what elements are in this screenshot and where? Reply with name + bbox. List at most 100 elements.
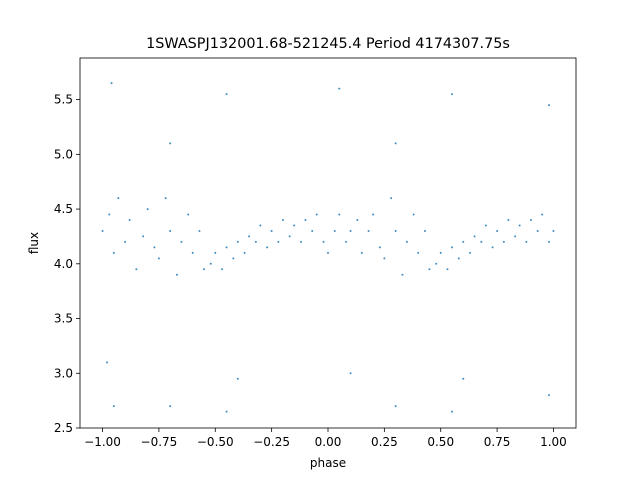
data-point <box>225 93 228 96</box>
data-point <box>439 251 442 254</box>
data-point <box>259 224 262 227</box>
data-point <box>417 251 420 254</box>
data-point <box>327 251 329 254</box>
data-point <box>221 268 224 271</box>
data-point <box>496 229 499 232</box>
data-point <box>288 235 291 238</box>
data-point <box>457 257 460 260</box>
data-point <box>299 240 302 243</box>
y-tick-label: 3.0 <box>54 366 73 380</box>
data-point <box>552 229 555 232</box>
y-tick-label: 5.5 <box>54 93 73 107</box>
data-point <box>281 219 284 222</box>
data-point <box>169 142 172 145</box>
data-point <box>248 235 251 238</box>
data-point <box>502 240 505 243</box>
data-point <box>390 197 393 200</box>
data-point <box>529 219 532 222</box>
x-tick-label: −0.25 <box>253 435 290 449</box>
data-point <box>315 213 318 216</box>
data-point <box>360 251 363 254</box>
data-point <box>446 268 449 271</box>
data-point <box>484 224 487 227</box>
data-point <box>507 219 510 222</box>
data-point <box>225 410 228 413</box>
data-point <box>423 229 426 232</box>
data-point <box>232 257 235 260</box>
data-point <box>106 361 109 364</box>
data-point <box>349 372 352 375</box>
x-tick-label: 0.50 <box>427 435 454 449</box>
data-point <box>356 219 359 222</box>
data-point <box>394 142 397 145</box>
data-point <box>451 93 453 96</box>
data-point <box>254 240 257 243</box>
data-point <box>473 235 476 238</box>
x-tick-label: 0.25 <box>371 435 398 449</box>
data-point <box>349 229 352 232</box>
data-point <box>541 213 544 216</box>
data-point <box>480 240 483 243</box>
data-point <box>142 235 145 238</box>
data-point <box>405 240 408 243</box>
data-point <box>372 213 375 216</box>
scatter-points <box>101 82 555 413</box>
x-axis-ticks: −1.00 −0.75 −0.50 −0.25 0.00 0.25 0.50 0.75 1.00 <box>84 428 567 449</box>
data-point <box>191 251 194 254</box>
data-point <box>338 87 341 90</box>
data-point <box>462 377 465 380</box>
data-point <box>412 213 415 216</box>
data-point <box>214 251 217 254</box>
data-point <box>462 240 465 243</box>
data-point <box>469 251 472 254</box>
x-tick-label: −0.75 <box>141 435 178 449</box>
data-point <box>525 240 528 243</box>
data-point <box>135 268 138 271</box>
data-point <box>110 82 113 85</box>
data-point <box>345 240 348 243</box>
data-point <box>236 240 239 243</box>
data-point <box>112 405 115 408</box>
data-point <box>277 240 280 243</box>
data-point <box>428 268 431 271</box>
data-point <box>180 240 183 243</box>
x-tick-label: 0.00 <box>315 435 342 449</box>
data-point <box>547 104 550 107</box>
data-point <box>293 224 296 227</box>
data-point <box>187 213 190 216</box>
data-point <box>169 229 172 232</box>
data-point <box>108 213 111 216</box>
data-point <box>451 410 453 413</box>
y-axis-ticks: 2.5 3.0 3.5 4.0 4.5 5.0 5.5 <box>54 93 80 435</box>
data-point <box>322 240 325 243</box>
data-point <box>203 268 205 271</box>
data-point <box>333 229 336 232</box>
y-tick-label: 4.5 <box>54 202 73 216</box>
data-point <box>401 273 404 276</box>
data-point <box>536 229 539 232</box>
y-axis-label: flux <box>27 232 41 254</box>
data-point <box>383 257 386 260</box>
chart-title: 1SWASPJ132001.68-521245.4 Period 4174307… <box>146 36 510 52</box>
data-point <box>394 229 397 232</box>
data-point <box>175 273 178 276</box>
data-point <box>435 262 438 265</box>
data-point <box>209 262 212 265</box>
data-point <box>378 246 381 249</box>
data-point <box>157 257 160 260</box>
data-point <box>153 246 156 249</box>
data-point <box>304 219 307 222</box>
data-point <box>164 197 167 200</box>
data-point <box>311 229 314 232</box>
y-tick-label: 4.0 <box>54 257 73 271</box>
data-point <box>514 235 517 238</box>
data-point <box>117 197 120 200</box>
data-point <box>146 208 149 211</box>
x-tick-label: 0.75 <box>484 435 511 449</box>
y-tick-label: 2.5 <box>54 421 73 435</box>
data-point <box>491 246 494 249</box>
data-point <box>547 394 550 397</box>
data-point <box>236 377 239 380</box>
